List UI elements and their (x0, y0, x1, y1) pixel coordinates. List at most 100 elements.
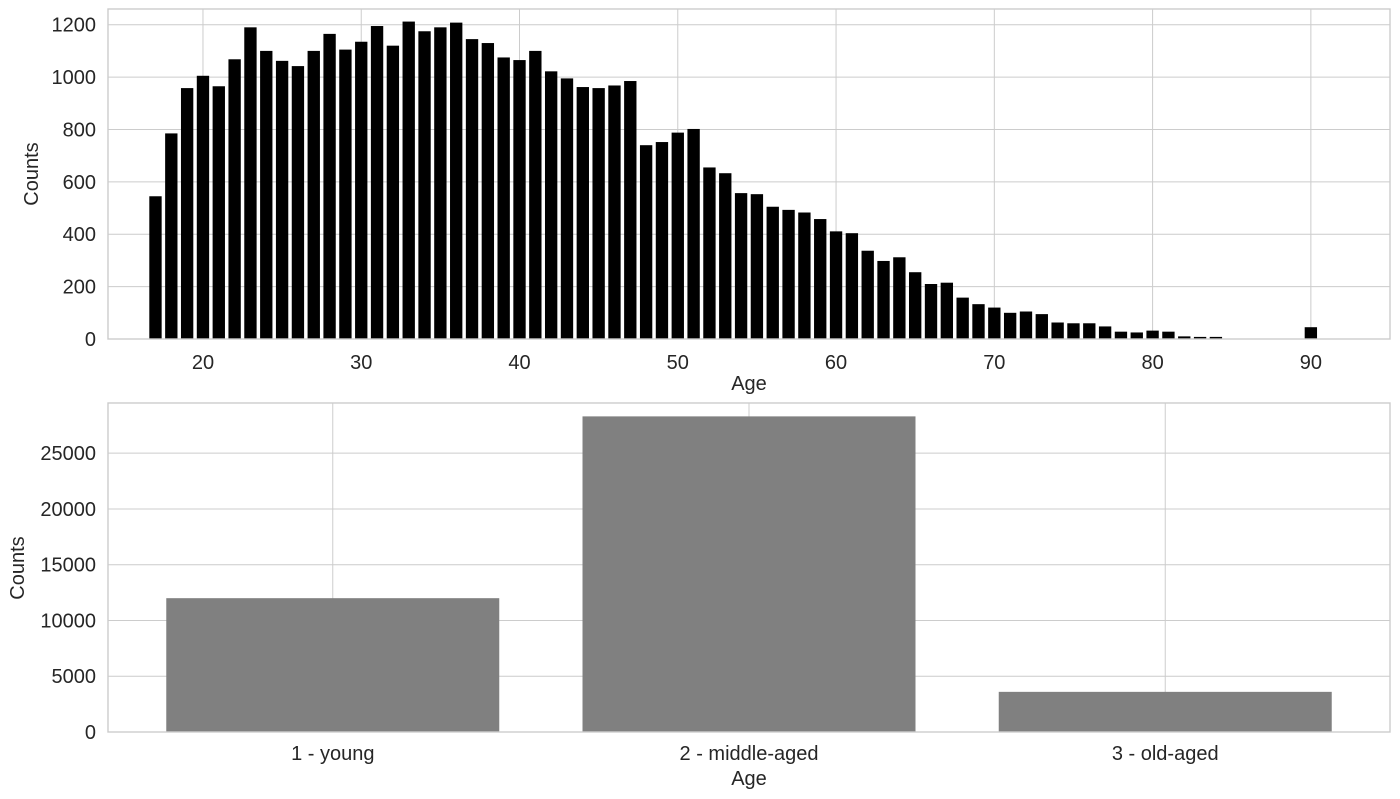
hist-bar (323, 33, 336, 339)
hist-bar (798, 212, 811, 339)
hist-bars (149, 21, 1318, 340)
hist-bar (988, 307, 1001, 339)
hist-bar (465, 39, 479, 339)
cat-y-tick-label: 25000 (40, 443, 96, 465)
hist-bar (687, 128, 700, 339)
hist-x-tick-label: 90 (1300, 352, 1322, 374)
hist-x-tick-label: 30 (350, 352, 372, 374)
hist-bar (1130, 332, 1143, 339)
hist-bar (291, 66, 305, 339)
hist-y-tick-label: 200 (63, 277, 96, 299)
hist-bar (196, 75, 210, 340)
hist-y-tick-label: 0 (85, 329, 96, 351)
hist-bar (703, 167, 716, 339)
hist-bar (1083, 323, 1096, 339)
hist-bar (244, 27, 257, 339)
hist-bar (560, 78, 574, 340)
hist-x-tick-labels: 20 30 40 50 60 70 80 90 (192, 352, 1322, 374)
cat-x-tick-label: 1 - young (291, 743, 374, 765)
hist-x-tick-label: 50 (667, 352, 689, 374)
hist-bar (418, 31, 431, 340)
cat-bars (166, 416, 1332, 732)
hist-bar (592, 88, 605, 339)
hist-y-tick-label: 600 (63, 172, 96, 194)
hist-x-tick-label: 60 (825, 352, 847, 374)
hist-x-tick-label: 80 (1141, 352, 1163, 374)
hist-bar (814, 219, 827, 339)
hist-bar (734, 193, 748, 339)
hist-bar (909, 272, 922, 339)
hist-bar (228, 59, 241, 340)
hist-bar (750, 194, 764, 339)
cat-x-tick-label: 2 - middle-aged (680, 743, 819, 765)
hist-bar (402, 21, 415, 339)
hist-bar (180, 88, 194, 339)
hist-bar (1178, 336, 1191, 339)
hist-bar (260, 50, 273, 340)
hist-bar (275, 60, 289, 339)
cat-bar (166, 598, 500, 732)
hist-bar (544, 71, 558, 339)
hist-bar (1209, 336, 1223, 339)
hist-bar (1003, 312, 1017, 339)
hist-bar (829, 231, 843, 339)
hist-bar (1114, 331, 1128, 339)
cat-y-tick-labels: 0 5000 10000 15000 20000 25000 (40, 443, 96, 744)
cat-y-tick-label: 15000 (40, 555, 96, 577)
hist-bar (719, 173, 732, 339)
cat-y-tick-label: 0 (85, 722, 96, 744)
hist-bar (339, 49, 352, 339)
hist-bar (513, 60, 526, 339)
hist-x-tick-label: 70 (983, 352, 1005, 374)
hist-bar (1162, 331, 1175, 339)
hist-bar (877, 260, 890, 339)
cat-bar (998, 691, 1332, 732)
cat-y-axis-label: Counts (7, 536, 29, 599)
hist-bar (386, 45, 400, 340)
hist-y-tick-labels: 0 200 400 600 800 1000 1200 (52, 15, 97, 351)
hist-y-tick-label: 400 (63, 224, 96, 246)
age-histogram-panel: 20 30 40 50 60 70 80 90 0 200 400 600 800 1000 1200 A… (21, 8, 1391, 395)
hist-bar (861, 250, 874, 339)
cat-x-axis-label: Age (731, 768, 767, 790)
hist-y-axis-label: Counts (21, 142, 43, 205)
hist-bar (307, 50, 320, 340)
hist-y-tick-label: 800 (63, 119, 96, 141)
hist-bar (608, 85, 621, 339)
hist-bar (529, 50, 542, 340)
hist-bar (940, 282, 954, 339)
hist-bar (639, 145, 653, 339)
hist-bar (1098, 326, 1112, 339)
hist-bar (165, 133, 178, 339)
cat-y-tick-label: 5000 (52, 666, 97, 688)
hist-bar (149, 196, 162, 339)
hist-bar (1193, 336, 1207, 339)
hist-y-tick-label: 1000 (52, 67, 97, 89)
hist-bar (845, 233, 859, 339)
cat-x-tick-labels: 1 - young 2 - middle-aged 3 - old-aged (291, 743, 1219, 765)
hist-x-axis-label: Age (731, 373, 767, 395)
hist-bar (782, 209, 795, 339)
hist-x-tick-label: 40 (508, 352, 530, 374)
hist-bar (355, 41, 368, 339)
hist-bar (1146, 330, 1159, 339)
hist-bar (924, 284, 938, 339)
hist-y-tick-label: 1200 (52, 15, 97, 37)
age-group-bar-panel: 1 - young 2 - middle-aged 3 - old-aged 0 50… (7, 402, 1391, 790)
hist-bar (576, 87, 589, 339)
hist-bar (497, 57, 510, 339)
hist-bar (450, 22, 463, 339)
hist-bar (1019, 311, 1033, 339)
hist-bar (1304, 327, 1318, 339)
cat-plot-frame (107, 402, 1391, 733)
cat-x-tick-label: 3 - old-aged (1112, 743, 1219, 765)
hist-bar (956, 297, 969, 339)
hist-bar (434, 27, 447, 339)
cat-bar (582, 416, 916, 732)
hist-bar (972, 304, 985, 339)
hist-bar (624, 81, 637, 340)
hist-bar (655, 142, 669, 339)
hist-bar (671, 132, 684, 339)
hist-bar (212, 86, 225, 339)
